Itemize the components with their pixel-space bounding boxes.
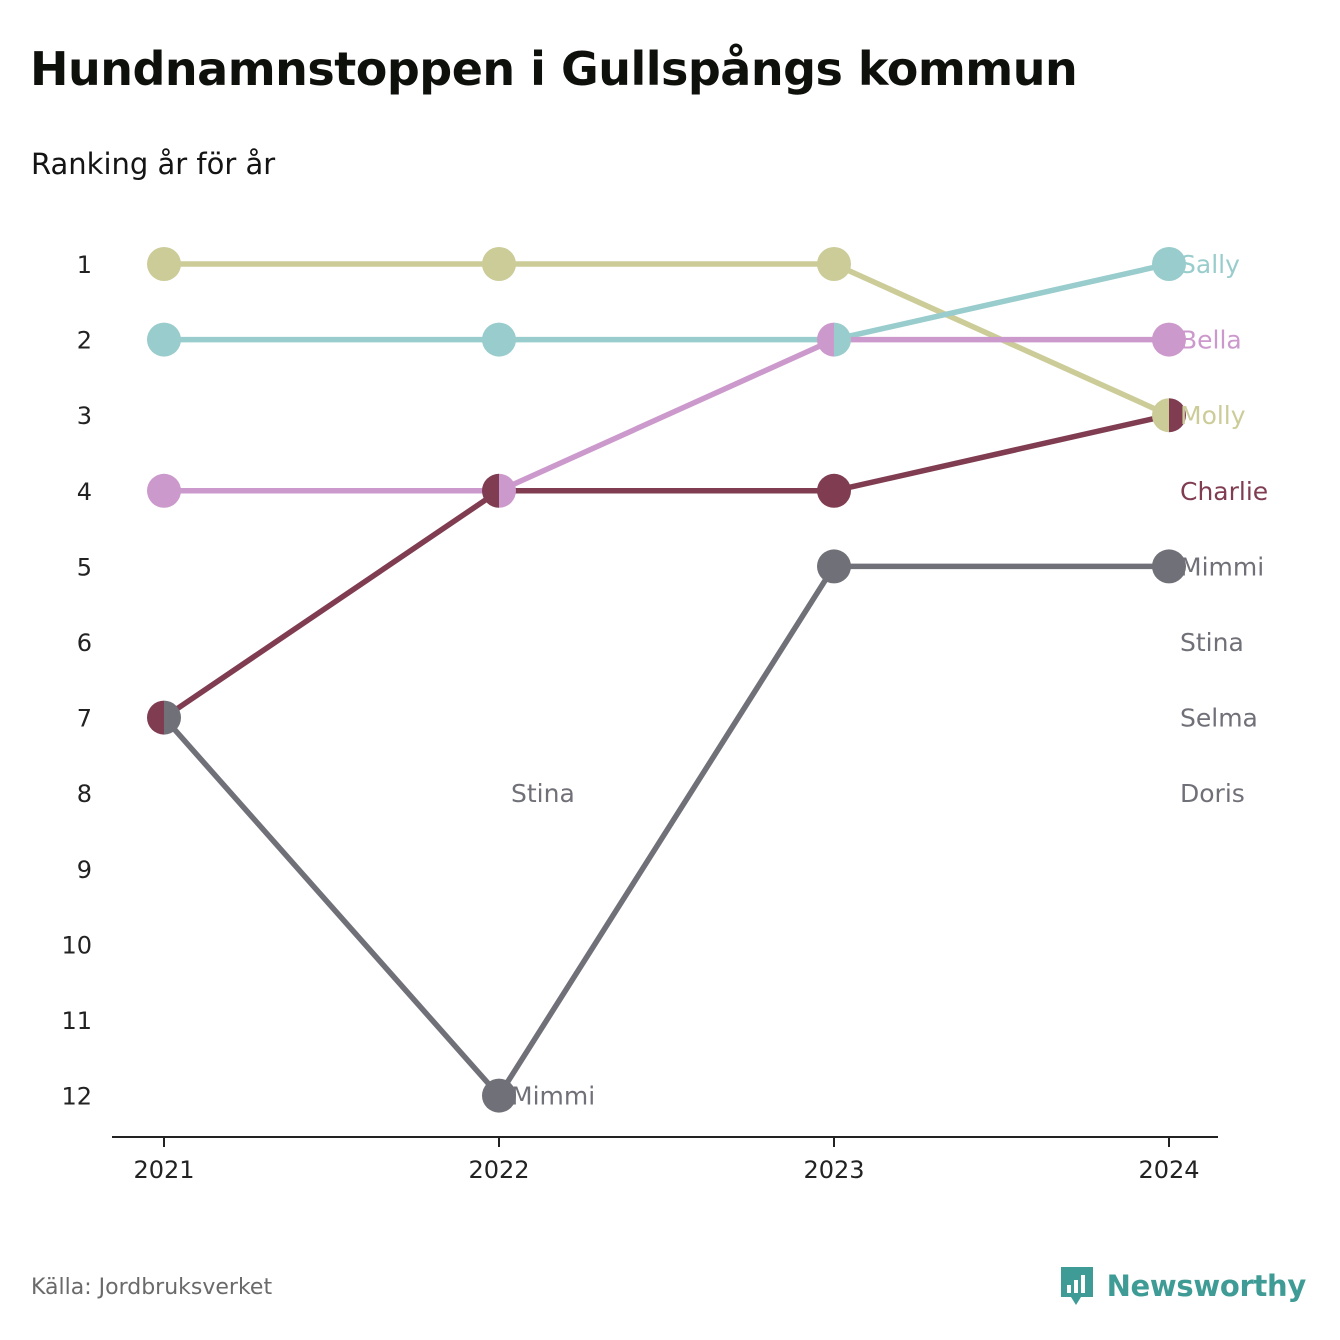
y-tick-label: 8 [77,780,92,808]
point-marker [147,247,181,281]
end-label-charlie: Charlie [1180,477,1268,506]
series-line-charlie [161,488,502,721]
point-marker-right-half [499,473,516,508]
y-tick-label: 2 [77,327,92,355]
end-label-bella: Bella [1180,326,1242,355]
point-marker [1152,549,1186,584]
point-marker [147,473,181,508]
end-label-selma: Selma [1180,704,1258,733]
point-marker-left-half [482,473,499,508]
series-line-charlie [831,412,1172,494]
end-label-molly: Molly [1180,401,1246,430]
series-lines [161,261,1172,1099]
end-labels: Sally Bella Molly Charlie Mimmi Stina Selma Dor… [1180,250,1268,808]
inline-label: Mimmi [511,1082,595,1111]
point-marker [147,322,181,357]
point-marker [817,247,851,281]
series-line-mimmi [161,714,502,1099]
brand-logo[interactable]: Newsworthy [1059,1265,1306,1307]
series-markers [147,247,1186,1113]
y-tick-label: 11 [61,1007,92,1035]
x-axis: 2021 2022 2023 2024 [112,1136,1218,1184]
point-marker [1152,247,1186,281]
end-label-doris: Doris [1180,779,1245,808]
inline-labels: Stina Mimmi [511,779,595,1110]
y-tick-label: 7 [77,705,92,733]
point-marker-left-half [1152,398,1169,433]
y-tick-label: 9 [77,856,92,884]
end-label-sally: Sally [1180,250,1240,279]
point-marker [1152,322,1186,357]
y-tick-label: 12 [61,1083,92,1111]
y-tick-label: 5 [77,553,92,581]
point-marker-right-half [164,700,181,735]
x-tick-label: 2021 [133,1156,194,1184]
series-line-mimmi [496,563,837,1099]
x-tick-label: 2022 [468,1156,529,1184]
end-label-stina: Stina [1180,628,1244,657]
series-line-bella [496,336,837,494]
point-marker-right-half [834,322,851,357]
point-marker-right-half [1169,398,1186,433]
x-tick-label: 2024 [1138,1156,1199,1184]
point-marker [482,247,516,281]
chart-subtitle: Ranking år för år [31,147,276,181]
y-tick-label: 1 [77,251,92,279]
y-tick-label: 6 [77,629,92,657]
y-tick-label: 4 [77,478,92,506]
x-tick-label: 2023 [803,1156,864,1184]
y-tick-label: 10 [61,931,92,959]
page-title: Hundnamnstoppen i Gullspångs kommun [30,42,1078,96]
y-tick-label: 3 [77,402,92,430]
point-marker-left-half [147,700,164,735]
brand-name: Newsworthy [1106,1269,1307,1303]
point-marker-left-half [817,322,834,357]
series-line-sally [831,261,1172,343]
point-marker [817,549,851,584]
bar-chart-speech-bubble-icon [1060,1267,1093,1305]
source-note: Källa: Jordbruksverket [31,1275,273,1300]
point-marker [482,322,516,357]
point-marker [482,1078,516,1113]
end-label-mimmi: Mimmi [1180,552,1264,581]
inline-label: Stina [511,779,575,808]
point-marker [817,473,851,508]
